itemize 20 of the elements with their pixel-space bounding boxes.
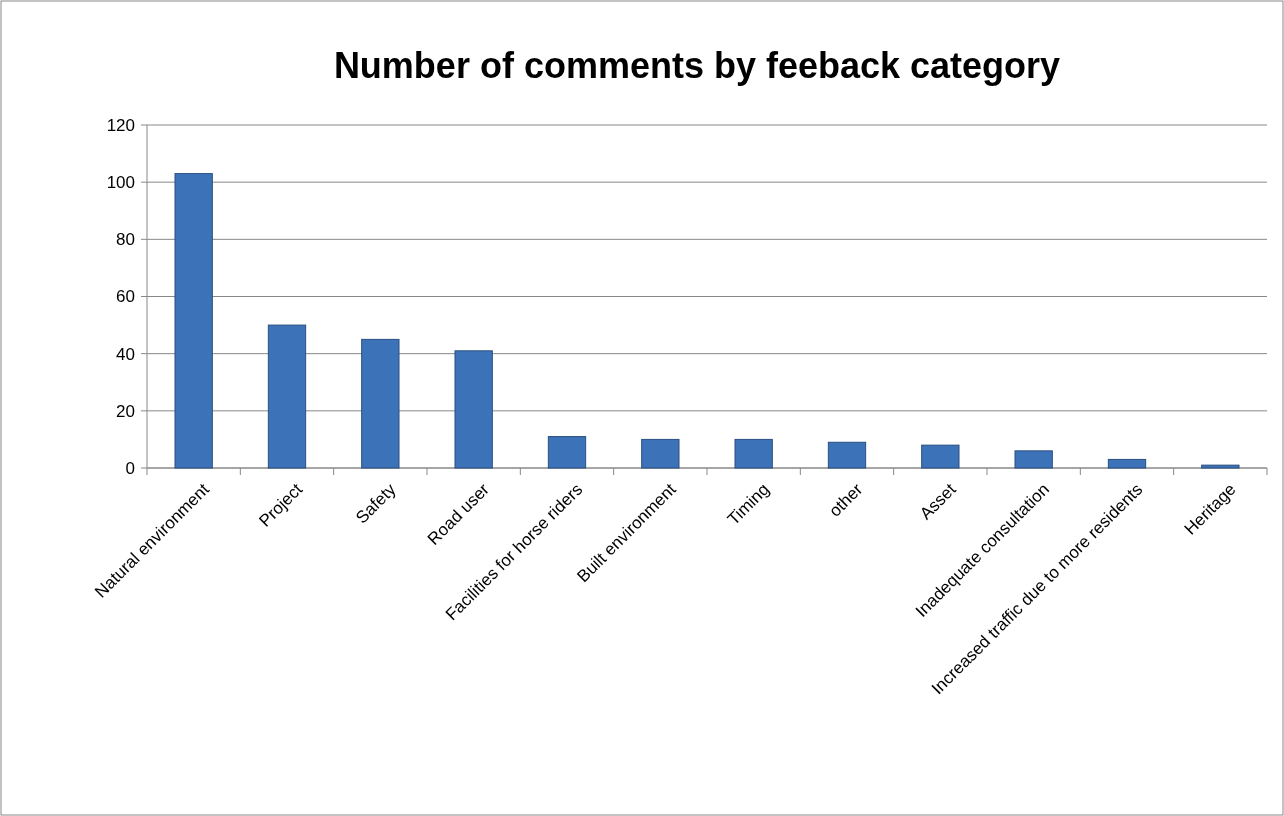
bar <box>1201 464 1240 469</box>
y-tick-label: 20 <box>116 401 135 421</box>
bar <box>1014 450 1053 469</box>
bar <box>174 173 213 469</box>
bar <box>921 444 960 469</box>
bar <box>547 436 587 469</box>
bar <box>361 338 400 469</box>
bar <box>454 350 493 469</box>
chart-title: Number of comments by feeback category <box>333 45 1061 86</box>
y-tick-label: 40 <box>116 344 135 364</box>
bar <box>641 438 680 469</box>
bar <box>267 324 307 469</box>
y-tick-label: 120 <box>106 115 135 135</box>
y-tick-label: 0 <box>125 458 135 478</box>
y-tick-label: 60 <box>116 287 135 307</box>
y-tick-label: 80 <box>116 230 135 250</box>
bar <box>734 438 773 469</box>
bar <box>1107 458 1147 469</box>
bar <box>827 441 867 469</box>
y-tick-label: 100 <box>106 173 135 193</box>
